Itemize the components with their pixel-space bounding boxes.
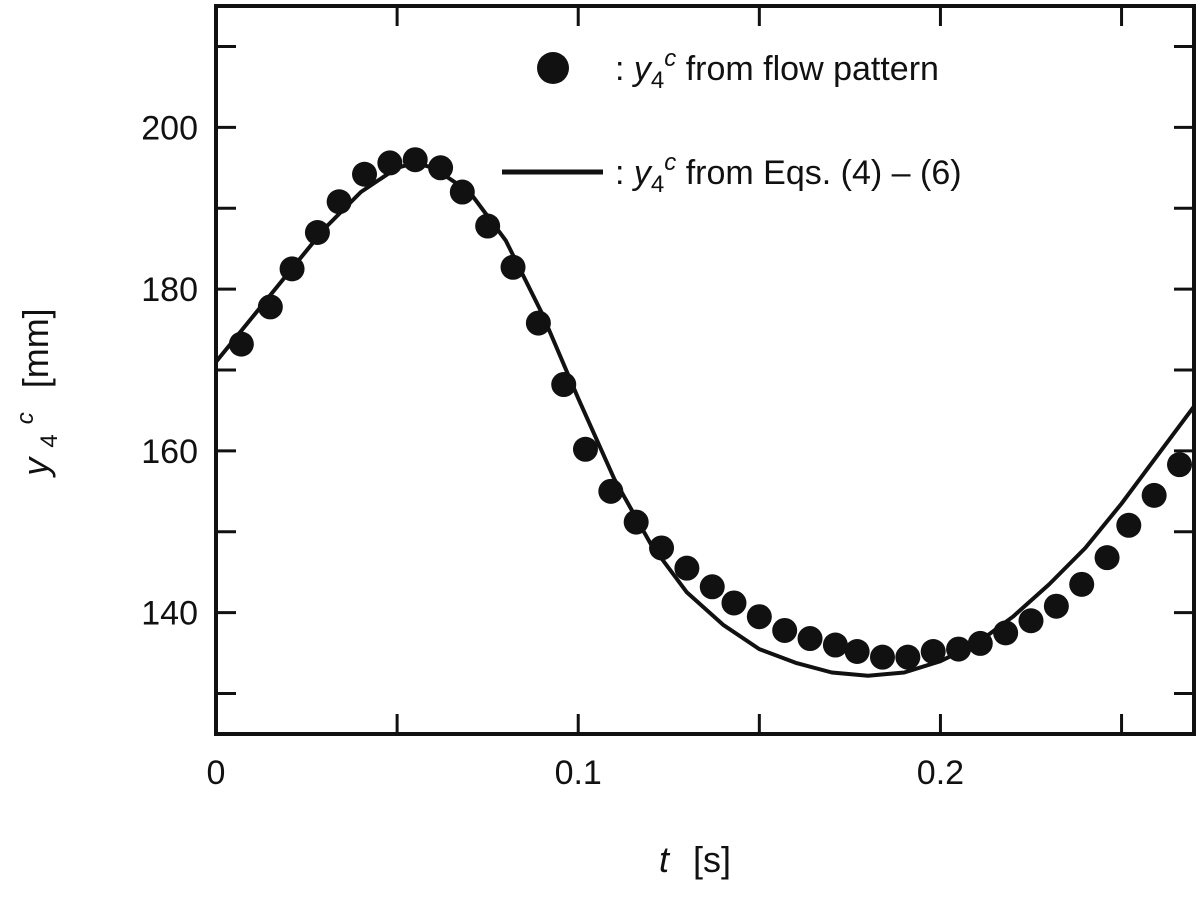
y-axis-symbol: y bbox=[15, 456, 56, 479]
data-point-3 bbox=[304, 219, 330, 245]
x-axis-symbol: t bbox=[659, 839, 671, 880]
data-point-14 bbox=[572, 436, 598, 462]
data-point-28 bbox=[920, 638, 946, 664]
data-point-8 bbox=[428, 155, 454, 181]
data-point-18 bbox=[674, 555, 700, 581]
data-point-36 bbox=[1116, 512, 1142, 538]
x-tick-label-1: 0.1 bbox=[555, 754, 602, 792]
data-point-12 bbox=[525, 310, 551, 336]
series-line-model bbox=[214, 160, 1196, 678]
x-tick-label-2: 0.2 bbox=[917, 754, 964, 792]
data-point-30 bbox=[967, 630, 993, 656]
data-point-15 bbox=[598, 478, 624, 504]
x-axis-unit: [s] bbox=[693, 839, 731, 880]
data-point-6 bbox=[377, 150, 403, 176]
data-point-19 bbox=[699, 574, 725, 600]
axis-ticks bbox=[214, 6, 1194, 734]
y-tick-label-1: 160 bbox=[141, 433, 198, 471]
legend-label-part-4: from Eqs. (4) – (6) bbox=[676, 154, 961, 192]
data-point-2 bbox=[279, 256, 305, 282]
legend-label-part-1: y bbox=[632, 154, 653, 192]
data-point-11 bbox=[500, 254, 526, 280]
data-point-23 bbox=[797, 626, 823, 652]
legend-label-1: : y4c from Eqs. (4) – (6) bbox=[615, 149, 962, 198]
data-point-26 bbox=[869, 644, 895, 670]
legend-label-part-3: c bbox=[664, 149, 676, 176]
legend-marker-dot bbox=[537, 52, 569, 84]
data-point-34 bbox=[1069, 571, 1095, 597]
data-point-32 bbox=[1018, 608, 1044, 634]
data-point-38 bbox=[1167, 452, 1193, 478]
data-point-22 bbox=[772, 617, 798, 643]
data-point-0 bbox=[228, 331, 254, 357]
y-tick-label-3: 200 bbox=[141, 109, 198, 147]
y-axis-subscript: 4 bbox=[36, 434, 63, 447]
y-axis-unit: [mm] bbox=[15, 308, 56, 388]
data-point-25 bbox=[844, 638, 870, 664]
data-point-24 bbox=[822, 632, 848, 658]
x-axis-title: t [s] bbox=[659, 839, 731, 880]
data-point-13 bbox=[551, 372, 577, 398]
y-axis-title: y 4 c [mm] bbox=[0, 308, 65, 478]
plot-frame bbox=[214, 4, 1196, 736]
legend-label-part-1: y bbox=[632, 50, 653, 88]
legend: : y4c from flow pattern: y4c from Eqs. (… bbox=[502, 45, 962, 198]
data-point-1 bbox=[257, 294, 283, 320]
series-layer bbox=[214, 147, 1196, 678]
legend-label-part-0: : bbox=[615, 50, 634, 88]
legend-label-part-2: 4 bbox=[651, 171, 664, 198]
axis-tick-labels: 0 0.1 0.2 140 160 180 200 bbox=[141, 109, 964, 792]
legend-label-part-3: c bbox=[664, 45, 676, 72]
data-point-35 bbox=[1094, 545, 1120, 571]
data-point-29 bbox=[946, 636, 972, 662]
y-tick-label-0: 140 bbox=[141, 595, 198, 633]
data-point-31 bbox=[993, 620, 1019, 646]
data-point-37 bbox=[1141, 482, 1167, 508]
legend-label-part-0: : bbox=[615, 154, 634, 192]
data-point-17 bbox=[649, 535, 675, 561]
legend-label-part-2: 4 bbox=[651, 67, 664, 94]
data-point-20 bbox=[721, 590, 747, 616]
data-point-5 bbox=[352, 161, 378, 187]
data-point-21 bbox=[746, 604, 772, 630]
data-point-9 bbox=[449, 179, 475, 205]
data-point-10 bbox=[475, 213, 501, 239]
plot-area bbox=[214, 4, 1196, 736]
x-tick-label-0: 0 bbox=[207, 754, 226, 792]
legend-label-0: : y4c from flow pattern bbox=[615, 45, 939, 94]
data-point-7 bbox=[402, 147, 428, 173]
y-axis-superscript: c bbox=[12, 412, 39, 424]
data-point-4 bbox=[326, 189, 352, 215]
data-point-27 bbox=[895, 644, 921, 670]
legend-label-part-4: from flow pattern bbox=[676, 50, 939, 88]
data-point-33 bbox=[1043, 593, 1069, 619]
data-point-16 bbox=[623, 509, 649, 535]
y-tick-label-2: 180 bbox=[141, 271, 198, 309]
